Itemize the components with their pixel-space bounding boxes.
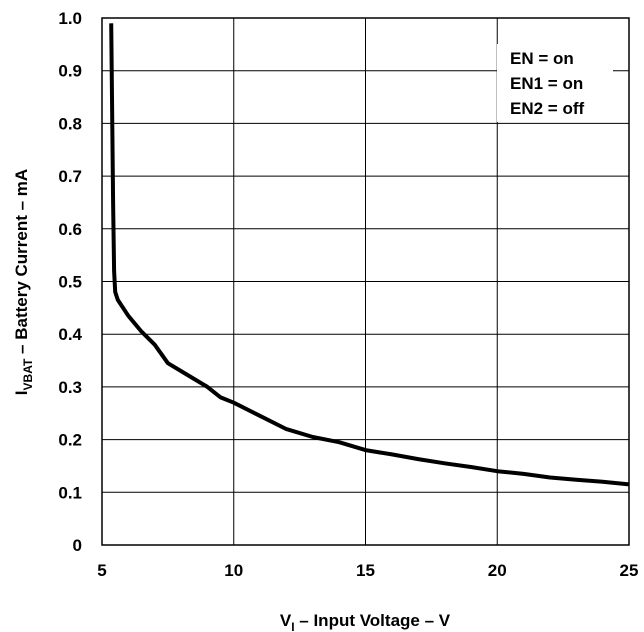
legend-line-2: EN1 = on bbox=[510, 74, 583, 93]
y-tick-label: 0.8 bbox=[58, 114, 82, 133]
legend-line-3: EN2 = off bbox=[510, 99, 584, 118]
x-tick-label: 25 bbox=[620, 561, 639, 580]
y-tick-label: 0.4 bbox=[58, 325, 82, 344]
y-tick-label: 0.6 bbox=[58, 220, 82, 239]
x-tick-label: 20 bbox=[488, 561, 507, 580]
x-axis-label: VI – Input Voltage – V bbox=[280, 611, 451, 632]
plot-frame bbox=[101, 17, 630, 546]
y-tick-labels: 0 0.1 0.2 0.3 0.4 0.5 0.6 0.7 0.8 0.9 1.0 bbox=[58, 9, 82, 555]
x-tick-label: 15 bbox=[356, 561, 375, 580]
x-tick-label: 10 bbox=[224, 561, 243, 580]
y-tick-label: 0.2 bbox=[58, 431, 82, 450]
series-line bbox=[109, 23, 630, 487]
y-tick-label: 0.5 bbox=[58, 273, 82, 292]
x-tick-labels: 5 10 15 20 25 bbox=[97, 561, 638, 580]
y-axis-label: IVBAT – Battery Current – mA bbox=[12, 169, 35, 395]
legend-box: EN = on EN1 = on EN2 = off bbox=[497, 44, 613, 122]
y-tick-label: 0 bbox=[73, 536, 82, 555]
y-tick-label: 0.1 bbox=[58, 483, 82, 502]
y-tick-label: 0.3 bbox=[58, 378, 82, 397]
y-tick-label: 1.0 bbox=[58, 9, 82, 28]
y-tick-label: 0.7 bbox=[58, 167, 82, 186]
legend-line-1: EN = on bbox=[510, 49, 574, 68]
x-tick-label: 5 bbox=[97, 561, 106, 580]
y-tick-label: 0.9 bbox=[58, 62, 82, 81]
